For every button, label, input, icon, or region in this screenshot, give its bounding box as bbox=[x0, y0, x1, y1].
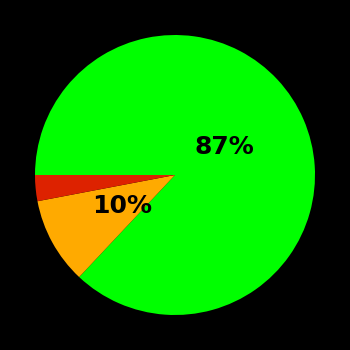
Text: 10%: 10% bbox=[92, 194, 152, 218]
Wedge shape bbox=[37, 175, 175, 277]
Wedge shape bbox=[35, 175, 175, 201]
Wedge shape bbox=[35, 35, 315, 315]
Text: 87%: 87% bbox=[194, 135, 254, 159]
